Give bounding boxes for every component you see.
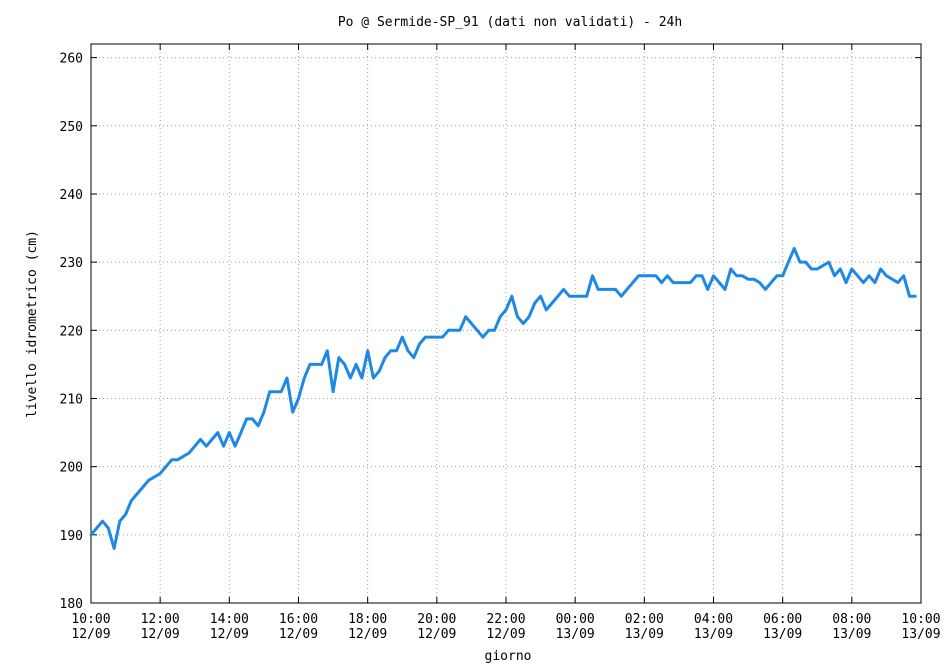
y-axis: 180 190 200 210 220 230 240 250 260 bbox=[60, 52, 921, 612]
y-tick-label: 180 bbox=[60, 597, 83, 612]
x-tick-label-time: 10:00 bbox=[901, 612, 940, 627]
x-tick-label-time: 06:00 bbox=[763, 612, 802, 627]
y-tick-label: 260 bbox=[60, 52, 83, 67]
x-axis: 10:0012/0912:0012/0914:0012/0916:0012/09… bbox=[71, 44, 941, 642]
x-tick-label-date: 12/09 bbox=[279, 627, 318, 642]
x-axis-label: giorno bbox=[485, 649, 532, 664]
x-tick-label-date: 12/09 bbox=[71, 627, 110, 642]
y-tick-label: 220 bbox=[60, 324, 83, 339]
x-tick-label-date: 12/09 bbox=[417, 627, 456, 642]
y-tick-label: 250 bbox=[60, 120, 83, 135]
chart-title: Po @ Sermide-SP_91 (dati non validati) -… bbox=[338, 15, 682, 30]
x-tick-label-time: 00:00 bbox=[556, 612, 595, 627]
y-axis-label: livello idrometrico (cm) bbox=[25, 230, 40, 418]
y-tick-label: 200 bbox=[60, 461, 83, 476]
x-tick-label-time: 02:00 bbox=[625, 612, 664, 627]
x-tick-label-time: 22:00 bbox=[486, 612, 525, 627]
y-tick-label: 190 bbox=[60, 529, 83, 544]
plot-frame bbox=[90, 43, 922, 604]
x-tick-label-date: 12/09 bbox=[141, 627, 180, 642]
x-tick-label-time: 18:00 bbox=[348, 612, 387, 627]
y-tick-label: 230 bbox=[60, 256, 83, 271]
x-tick-label-time: 08:00 bbox=[832, 612, 871, 627]
x-tick-label-time: 12:00 bbox=[141, 612, 180, 627]
x-tick-label-date: 12/09 bbox=[348, 627, 387, 642]
x-tick-label-date: 13/09 bbox=[901, 627, 940, 642]
x-tick-label-time: 20:00 bbox=[417, 612, 456, 627]
x-tick-label-date: 13/09 bbox=[763, 627, 802, 642]
x-tick-label-date: 12/09 bbox=[210, 627, 249, 642]
x-tick-label-date: 13/09 bbox=[832, 627, 871, 642]
y-tick-label: 240 bbox=[60, 188, 83, 203]
x-tick-label-time: 10:00 bbox=[71, 612, 110, 627]
x-tick-label-time: 04:00 bbox=[694, 612, 733, 627]
gridlines bbox=[91, 44, 921, 603]
x-tick-label-date: 13/09 bbox=[694, 627, 733, 642]
x-tick-label-time: 16:00 bbox=[279, 612, 318, 627]
x-tick-label-date: 13/09 bbox=[556, 627, 595, 642]
x-tick-label-date: 13/09 bbox=[625, 627, 664, 642]
x-tick-label-date: 12/09 bbox=[486, 627, 525, 642]
y-tick-label: 210 bbox=[60, 392, 83, 407]
series-layer bbox=[89, 247, 917, 550]
series-line bbox=[89, 247, 917, 550]
x-tick-label-time: 14:00 bbox=[210, 612, 249, 627]
